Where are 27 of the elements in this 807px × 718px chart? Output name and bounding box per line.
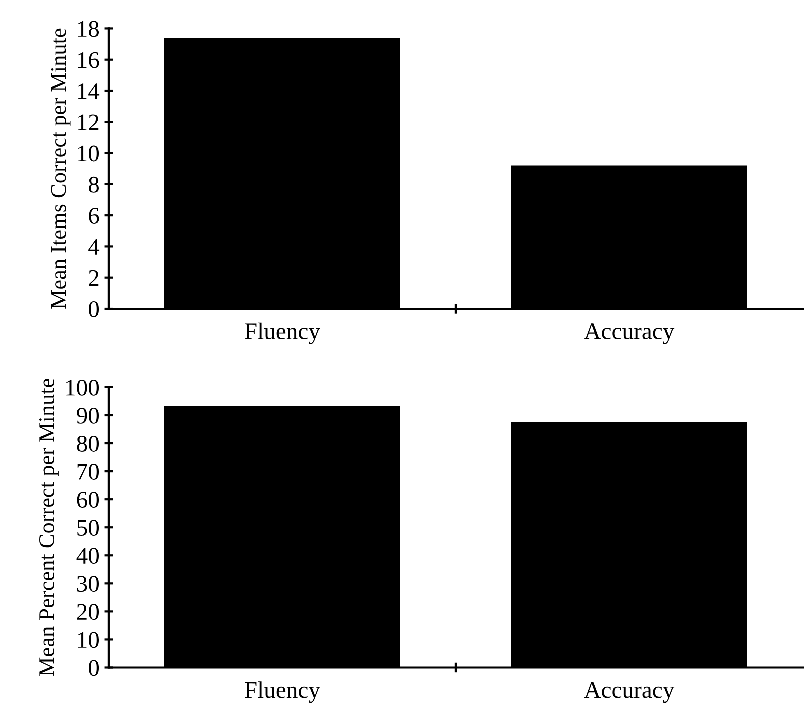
y-tick-label: 20 [77,604,100,620]
y-tick-label: 4 [88,239,100,255]
y-tick-label: 12 [78,114,99,130]
x-tick-label: Fluency [245,322,320,344]
y-tick-label: 16 [78,52,100,68]
y-axis-title: Mean Items Correct per Minute [51,28,71,309]
y-tick-label: 2 [89,270,99,286]
y-tick-label: 0 [89,660,100,676]
y-tick-label: 70 [78,464,100,480]
y-tick-label: 80 [77,436,100,452]
y-tick-label: 100 [66,380,100,396]
x-tick-label: Accuracy [584,682,675,704]
y-tick-label: 50 [78,520,100,536]
x-tick-label: Fluency [245,682,320,704]
y-tick-label: 30 [77,576,100,592]
x-tick-label: Accuracy [584,324,675,344]
y-axis-title: Mean Percent Correct per Minute [39,379,59,676]
y-tick-label: 18 [78,21,100,38]
y-tick-label: 10 [78,146,100,162]
y-tick-label: 60 [77,492,100,508]
y-tick-label: 6 [89,208,100,224]
y-tick-label: 10 [78,632,100,648]
y-tick-label: 40 [76,548,100,564]
y-tick-label: 0 [89,301,100,318]
y-tick-label: 14 [78,84,100,100]
y-tick-label: 90 [77,408,100,424]
y-tick-label: 8 [89,176,100,193]
